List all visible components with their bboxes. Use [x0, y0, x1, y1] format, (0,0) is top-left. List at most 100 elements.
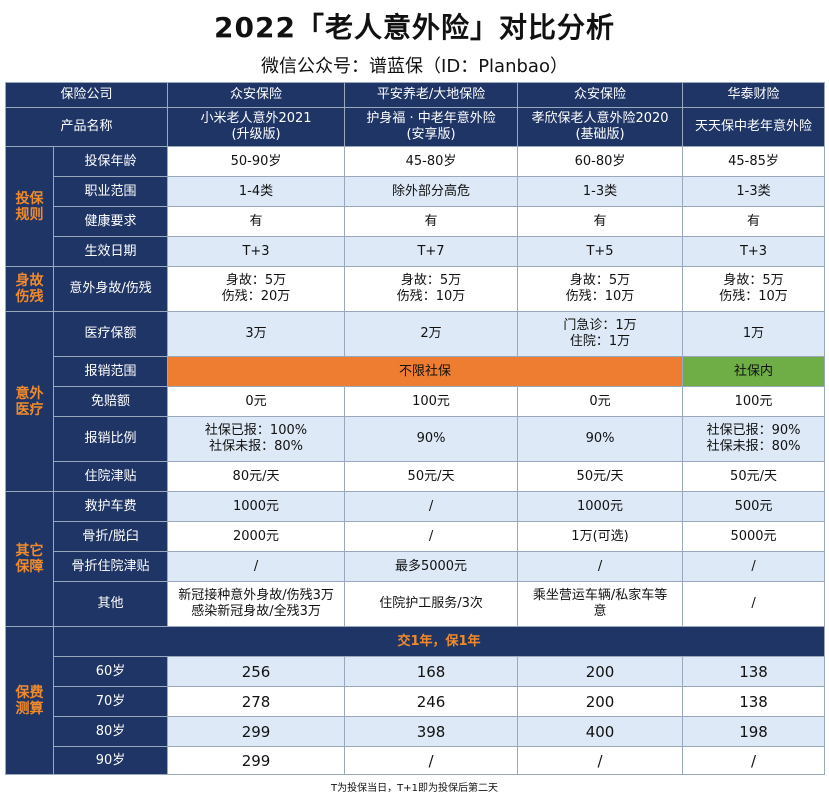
product-name: 小米老人意外2021: [200, 111, 312, 126]
table-cell: 身故：5万 伤残：10万: [344, 266, 519, 312]
row-label: 健康要求: [52, 206, 169, 237]
table-cell: 社保已报：100% 社保未报：80%: [167, 416, 346, 462]
cell-line: 社保未报：80%: [706, 439, 801, 454]
product-name: 护身福 · 中老年意外险: [366, 111, 496, 126]
company-cell: 众安保险: [517, 82, 684, 108]
table-row: 职业范围 1-4类 除外部分高危 1-3类 1-3类: [6, 176, 826, 207]
row-label: 救护车费: [52, 491, 169, 522]
table-cell: 0元: [167, 386, 346, 417]
table-cell: 500元: [682, 491, 826, 522]
product-cell: 天天保中老年意外险: [682, 107, 826, 147]
table-cell: /: [682, 581, 826, 627]
table-cell: 90%: [517, 416, 684, 462]
product-name: 天天保中老年意外险: [695, 119, 813, 134]
table-cell: 0元: [517, 386, 684, 417]
premium-cell: 168: [344, 656, 519, 687]
premium-cell: /: [344, 746, 519, 775]
table-row: 70岁 278 246 200 138: [6, 686, 826, 717]
table-cell: 1-3类: [517, 176, 684, 207]
category-line: 其它: [15, 543, 44, 559]
table-row: 报销范围 不限社保 社保内: [6, 356, 826, 387]
row-label: 报销范围: [52, 356, 169, 387]
premium-band-row: 保费 测算 交1年，保1年: [5, 626, 826, 775]
product-cell: 小米老人意外2021 (升级版): [167, 107, 346, 147]
cell-line: 身故：5万: [400, 273, 462, 288]
table-row: 生效日期 T+3 T+7 T+5 T+3: [6, 236, 826, 267]
table-row: 健康要求 有 有 有 有: [6, 206, 826, 237]
table-row: 90岁 299 / / /: [6, 746, 826, 775]
table-row: 住院津贴 80元/天 50元/天 50元/天 50元/天: [6, 461, 826, 492]
company-cell: 众安保险: [167, 82, 346, 108]
table-cell: 45-85岁: [682, 146, 826, 177]
table-cell: 45-80岁: [344, 146, 519, 177]
cell-line: 乘坐营运车辆/私家车等: [532, 588, 668, 603]
table-row: 骨折住院津贴 / 最多5000元 / /: [6, 551, 826, 582]
table-cell: 新冠接种意外身故/伤残3万 感染新冠身故/全残3万: [167, 581, 346, 627]
row-label: 免赔额: [52, 386, 169, 417]
table-cell: 80元/天: [167, 461, 346, 492]
product-edition: (升级版): [231, 127, 281, 142]
table-cell: 社保已报：90% 社保未报：80%: [682, 416, 826, 462]
table-cell: 身故：5万 伤残：10万: [517, 266, 684, 312]
premium-cell: 299: [167, 746, 346, 775]
product-cell: 孝欣保老人意外险2020 (基础版): [517, 107, 684, 147]
table-row: 投保 规则 投保年龄 50-90岁 45-80岁 60-80岁 45-85岁: [5, 146, 826, 267]
row-label: 60岁: [52, 656, 169, 687]
cell-line: 住院：1万: [569, 334, 631, 349]
table-cell: /: [167, 551, 346, 582]
premium-cell: 400: [517, 716, 684, 747]
category-medical: 意外 医疗: [5, 311, 54, 492]
table-cell: 60-80岁: [517, 146, 684, 177]
row-label: 90岁: [52, 746, 169, 775]
table-cell: 身故：5万 伤残：10万: [682, 266, 826, 312]
table-cell: 50元/天: [682, 461, 826, 492]
scope-merged-cell: 不限社保: [167, 356, 684, 387]
premium-cell: /: [517, 746, 684, 775]
cell-line: 感染新冠身故/全残3万: [191, 604, 321, 619]
table-row: 其它 保障 救护车费 1000元 / 1000元 500元: [5, 491, 826, 627]
table-row: 骨折/脱臼 2000元 / 1万(可选) 5000元: [6, 521, 826, 552]
table-cell: 3万: [167, 311, 346, 357]
table-row: 意外 医疗 医疗保额 3万 2万 门急诊：1万 住院：1万 1万: [5, 311, 826, 492]
product-row: 产品名称 小米老人意外2021 (升级版) 护身福 · 中老年意外险 (安享版)…: [4, 107, 826, 147]
row-label: 投保年龄: [52, 146, 169, 177]
row-label: 报销比例: [52, 416, 169, 462]
page-title: 2022「老人意外险」对比分析: [214, 11, 615, 44]
cell-line: 伤残：20万: [221, 289, 291, 304]
table-cell: 乘坐营运车辆/私家车等 意: [517, 581, 684, 627]
page-subtitle: 微信公众号：谱蓝保（ID：Planbao）: [261, 56, 568, 77]
table-cell: T+3: [167, 236, 346, 267]
table-row: 其他 新冠接种意外身故/伤残3万 感染新冠身故/全残3万 住院护工服务/3次 乘…: [6, 581, 826, 627]
table-cell: 除外部分高危: [344, 176, 519, 207]
table-cell: 5000元: [682, 521, 826, 552]
category-line: 伤残: [15, 289, 44, 305]
table-cell: 50元/天: [517, 461, 684, 492]
cell-line: 伤残：10万: [396, 289, 466, 304]
cell-line: 身故：5万: [569, 273, 631, 288]
cell-line: 身故：5万: [723, 273, 784, 288]
footnote: T为投保当日，T+1即为投保后第二天: [331, 783, 498, 794]
comparison-table: 保险公司 众安保险 平安养老/大地保险 众安保险 华泰财险 产品名称 小米老人意…: [4, 82, 826, 775]
premium-cell: 200: [517, 686, 684, 717]
table-cell: 100元: [682, 386, 826, 417]
product-cell: 护身福 · 中老年意外险 (安享版): [344, 107, 519, 147]
table-cell: 1000元: [167, 491, 346, 522]
company-row: 保险公司 众安保险 平安养老/大地保险 众安保险 华泰财险: [4, 82, 826, 108]
table-cell: 门急诊：1万 住院：1万: [517, 311, 684, 357]
table-cell: /: [344, 521, 519, 552]
category-other: 其它 保障: [5, 491, 54, 627]
row-label: 骨折/脱臼: [52, 521, 169, 552]
table-row: 免赔额 0元 100元 0元 100元: [6, 386, 826, 417]
category-line: 保费: [15, 684, 44, 701]
premium-band: 交1年，保1年: [52, 626, 826, 657]
row-label: 骨折住院津贴: [52, 551, 169, 582]
cell-line: 社保已报：100%: [204, 423, 308, 438]
table-cell: 1-3类: [682, 176, 826, 207]
table-cell: 有: [682, 206, 826, 237]
table-row: 60岁 256 168 200 138: [6, 656, 826, 687]
category-death: 身故 伤残: [5, 266, 54, 312]
premium-cell: 198: [682, 716, 826, 747]
premium-cell: 278: [167, 686, 346, 717]
table-row: 身故 伤残 意外身故/伤残 身故：5万 伤残：20万 身故：5万 伤残：10万 …: [5, 266, 826, 312]
table-cell: 2万: [344, 311, 519, 357]
